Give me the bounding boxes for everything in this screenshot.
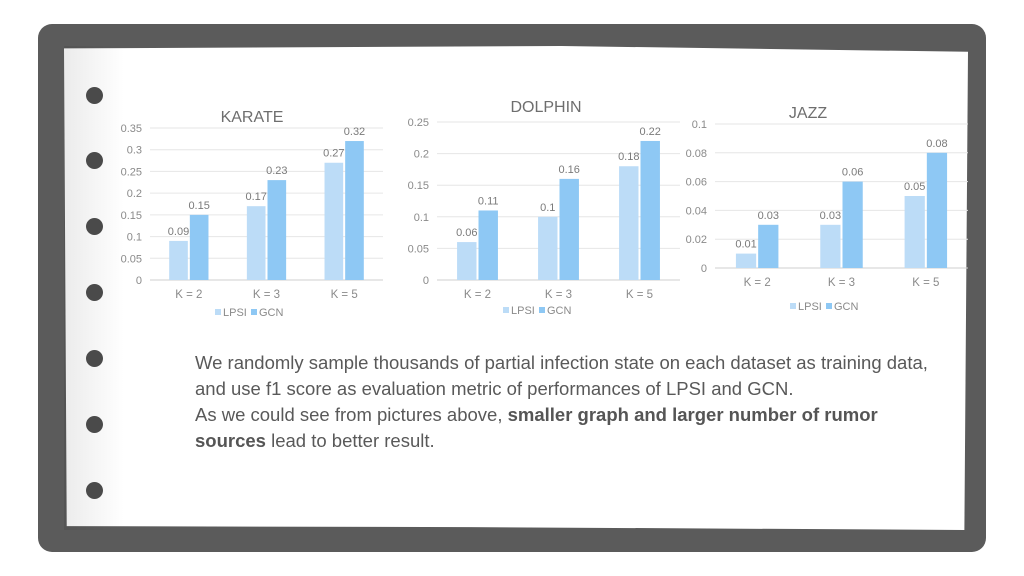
data-label: 0.22 bbox=[640, 126, 661, 138]
bar-gcn bbox=[189, 214, 209, 280]
chart-dolphin: DOLPHIN 0 0.05 0.1 0.15 0.2 0.25 0.06 0.11 K = 2 0… bbox=[408, 99, 680, 317]
bar-gcn bbox=[478, 210, 498, 280]
data-label: 0.06 bbox=[842, 167, 863, 179]
data-label: 0.17 bbox=[245, 191, 266, 203]
data-label: 0.06 bbox=[456, 227, 477, 239]
y-tick-label: 0 bbox=[701, 263, 707, 275]
y-tick-label: 0.3 bbox=[127, 145, 142, 157]
legend-swatch bbox=[790, 303, 796, 309]
y-tick-label: 0.06 bbox=[686, 177, 707, 189]
binder-hole bbox=[86, 152, 103, 169]
y-tick-label: 0.04 bbox=[686, 205, 707, 217]
binder-hole bbox=[86, 416, 103, 433]
data-label: 0.15 bbox=[188, 200, 209, 212]
y-tick-label: 0.1 bbox=[414, 212, 429, 224]
bar-gcn bbox=[926, 152, 948, 268]
y-tick-label: 0.15 bbox=[408, 180, 429, 192]
binder-hole bbox=[86, 482, 103, 499]
data-label: 0.03 bbox=[820, 210, 841, 222]
paragraph-2-end: lead to better result. bbox=[265, 430, 435, 451]
chart-jazz: JAZZ 0 0.02 0.04 0.06 0.08 0.1 0.01 0.03 K = 2 0.0… bbox=[686, 105, 968, 313]
bar-lpsi bbox=[820, 224, 841, 268]
bar-lpsi bbox=[324, 162, 344, 280]
category-label: K = 2 bbox=[464, 289, 491, 301]
y-tick-label: 0.08 bbox=[686, 148, 707, 160]
category-label: K = 5 bbox=[331, 289, 358, 301]
bar-gcn bbox=[640, 140, 660, 280]
data-label: 0.16 bbox=[559, 164, 580, 176]
y-tick-label: 0.15 bbox=[121, 210, 142, 222]
data-label: 0.08 bbox=[926, 138, 947, 150]
data-label: 0.27 bbox=[323, 148, 344, 160]
y-tick-label: 0.02 bbox=[686, 234, 707, 246]
category-label: K = 3 bbox=[545, 289, 572, 301]
data-label: 0.1 bbox=[540, 202, 555, 214]
legend-swatch bbox=[826, 303, 832, 309]
legend-label: GCN bbox=[259, 307, 284, 319]
legend-swatch bbox=[503, 307, 509, 313]
data-label: 0.32 bbox=[344, 126, 365, 138]
category-label: K = 2 bbox=[175, 289, 202, 301]
chart-title: KARATE bbox=[221, 109, 284, 126]
y-tick-label: 0.2 bbox=[127, 188, 142, 200]
bar-lpsi bbox=[735, 253, 757, 268]
legend-swatch bbox=[215, 309, 221, 315]
binder-hole bbox=[86, 284, 103, 301]
paragraph-2-bold: smaller graph and larger number of rumor… bbox=[195, 404, 878, 451]
binder-hole bbox=[86, 350, 103, 367]
chart-karate: KARATE 0 0.05 0.1 0.15 0.2 0.25 0.3 0.35 0.09 0.15… bbox=[121, 109, 383, 319]
data-label: 0.11 bbox=[478, 195, 499, 207]
legend-swatch bbox=[251, 309, 257, 315]
y-tick-label: 0.35 bbox=[121, 123, 142, 135]
data-label: 0.23 bbox=[266, 165, 287, 177]
binder-hole bbox=[86, 218, 103, 235]
bar-gcn bbox=[758, 224, 779, 268]
y-tick-label: 0.2 bbox=[414, 149, 429, 161]
bar-gcn bbox=[345, 141, 364, 280]
data-label: 0.05 bbox=[904, 181, 925, 193]
data-label: 0.18 bbox=[618, 151, 639, 163]
data-label: 0.03 bbox=[758, 210, 779, 222]
paragraph-2-start: As we could see from pictures above, bbox=[195, 404, 508, 425]
bar-lpsi bbox=[904, 196, 925, 268]
legend-label: LPSI bbox=[511, 305, 535, 317]
category-label: K = 5 bbox=[626, 289, 653, 301]
description-text: We randomly sample thousands of partial … bbox=[171, 350, 931, 454]
data-label: 0.09 bbox=[168, 226, 189, 238]
category-label: K = 3 bbox=[828, 277, 855, 289]
bar-lpsi bbox=[619, 166, 639, 280]
bar-lpsi bbox=[246, 206, 266, 280]
bar-gcn bbox=[559, 178, 579, 280]
chart-title: DOLPHIN bbox=[510, 99, 581, 116]
paragraph-1: We randomly sample thousands of partial … bbox=[195, 352, 928, 399]
y-tick-label: 0.25 bbox=[408, 117, 429, 129]
bar-lpsi bbox=[169, 240, 188, 280]
legend-swatch bbox=[539, 307, 545, 313]
category-label: K = 2 bbox=[744, 277, 771, 289]
y-tick-label: 0.05 bbox=[408, 243, 429, 255]
paragraph-2: As we could see from pictures above, sma… bbox=[171, 402, 931, 454]
y-tick-label: 0.25 bbox=[121, 166, 142, 178]
y-tick-label: 0.1 bbox=[692, 119, 707, 131]
category-label: K = 3 bbox=[253, 289, 280, 301]
legend-label: GCN bbox=[834, 301, 859, 313]
y-tick-label: 0.1 bbox=[127, 232, 142, 244]
legend-label: GCN bbox=[547, 305, 572, 317]
y-tick-label: 0 bbox=[136, 275, 142, 287]
bar-gcn bbox=[267, 180, 287, 280]
bar-gcn bbox=[842, 181, 863, 268]
legend-label: LPSI bbox=[798, 301, 822, 313]
data-label: 0.01 bbox=[735, 239, 756, 251]
bar-lpsi bbox=[538, 216, 558, 280]
bar-lpsi bbox=[457, 242, 477, 280]
binder-hole bbox=[86, 87, 103, 104]
legend-label: LPSI bbox=[223, 307, 247, 319]
notebook-paper bbox=[64, 46, 968, 530]
y-tick-label: 0 bbox=[423, 275, 429, 287]
y-tick-label: 0.05 bbox=[121, 253, 142, 265]
chart-title: JAZZ bbox=[789, 105, 827, 122]
category-label: K = 5 bbox=[912, 277, 939, 289]
